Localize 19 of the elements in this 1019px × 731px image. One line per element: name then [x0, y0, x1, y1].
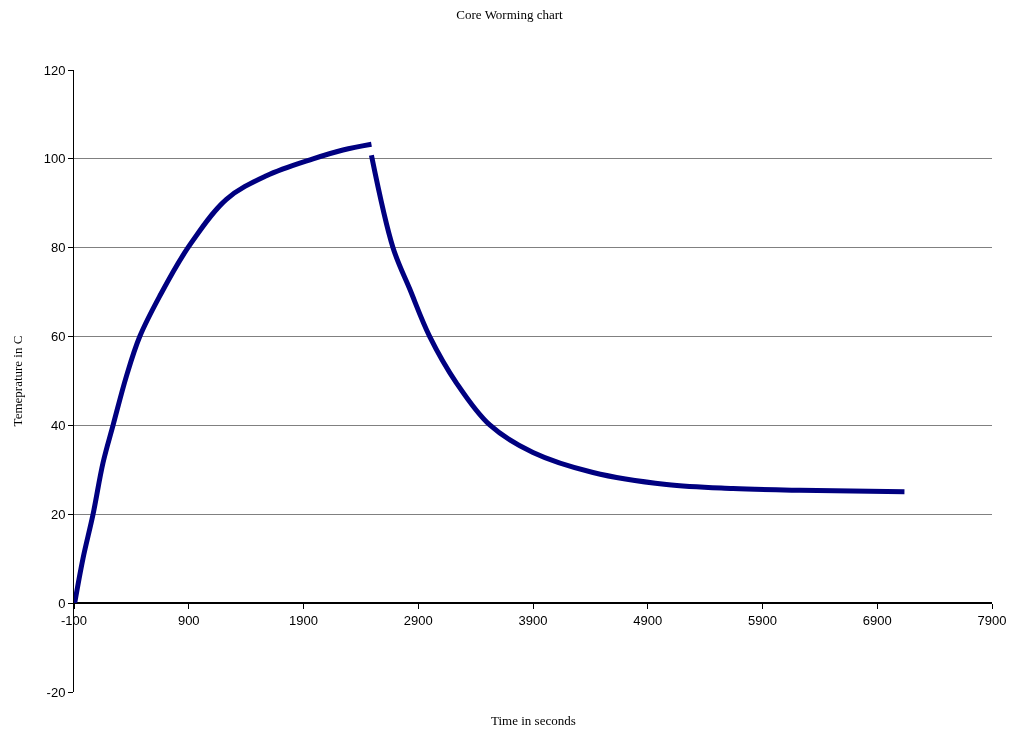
y-tick-label: 20 — [50, 506, 66, 522]
x-tick-label: 1900 — [289, 612, 318, 628]
x-tick-label: 3900 — [518, 612, 548, 628]
x-tick-label: 4900 — [633, 612, 663, 628]
x-tick-label: 6900 — [862, 612, 892, 628]
y-tick-label: 0 — [58, 595, 66, 611]
y-tick-label: 60 — [50, 329, 66, 345]
x-tick-label: 5900 — [748, 612, 777, 628]
x-tick-label: 900 — [177, 612, 200, 628]
x-tick-label: 2900 — [403, 612, 433, 628]
y-tick-label: 40 — [50, 417, 66, 433]
y-tick-label: 80 — [50, 240, 66, 256]
x-axis-title: Time in seconds — [491, 713, 576, 728]
x-tick-label: 7900 — [977, 612, 1007, 628]
y-axis-title: Temeprature in C — [9, 335, 25, 427]
chart-title: Core Worming chart — [456, 6, 564, 22]
y-tick-label: 120 — [43, 62, 66, 78]
y-tick-label: -20 — [46, 684, 66, 700]
y-tick-label: 100 — [43, 151, 66, 167]
